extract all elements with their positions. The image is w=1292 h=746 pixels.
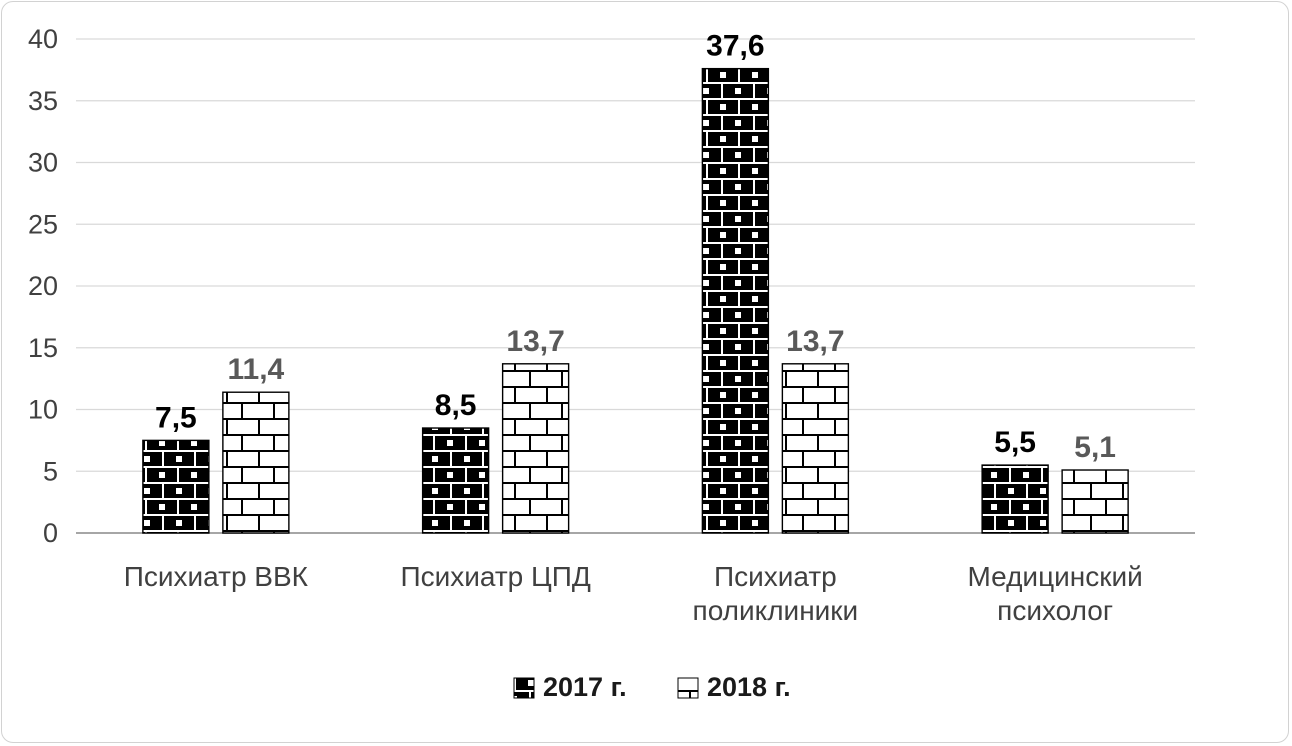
labels-layer: 7,5 8,5 37,6 5,5 11,4 13,7 13,7 5,1 Психиатр ВВК…	[124, 30, 1143, 626]
category-label: Психиатр ВВК	[124, 561, 309, 592]
y-tick-label: 35	[28, 86, 58, 116]
value-label: 13,7	[506, 325, 564, 358]
bar-series1-cat3	[701, 67, 770, 534]
legend-label: 2017 г.	[543, 672, 627, 702]
y-tick-label: 0	[43, 518, 58, 548]
y-tick-label: 40	[28, 24, 58, 54]
y-tick-label: 20	[28, 271, 58, 301]
category-label: поликлиники	[693, 595, 859, 626]
value-label: 7,5	[155, 401, 197, 434]
legend-swatch	[677, 677, 699, 699]
bars-layer	[142, 67, 1129, 534]
category-label: Психиатр ЦПД	[400, 561, 590, 592]
bar-series2-cat3	[781, 363, 850, 534]
y-tick-label: 30	[28, 148, 58, 178]
bar-series1-cat2	[421, 427, 490, 534]
y-tick-label: 10	[28, 395, 58, 425]
legend-swatch	[513, 677, 535, 699]
grid-layer: 0 5 10 15 20 25 30 35 40	[28, 24, 1195, 548]
value-label: 13,7	[786, 325, 844, 358]
y-tick-label: 25	[28, 209, 58, 239]
value-label: 5,5	[994, 426, 1036, 459]
bar-series1-cat4	[981, 464, 1049, 534]
legend-label: 2018 г.	[707, 672, 791, 702]
bar-series2-cat4	[1061, 469, 1129, 534]
category-label: Психиатр	[714, 561, 837, 592]
value-label: 5,1	[1074, 431, 1116, 464]
value-label: 11,4	[228, 353, 285, 386]
bar-series2-cat2	[501, 363, 570, 534]
value-label: 8,5	[435, 389, 477, 422]
y-tick-label: 5	[43, 456, 58, 486]
legend: 2017 г. 2018 г.	[513, 672, 791, 702]
category-label: Медицинский	[968, 561, 1143, 592]
bar-series2-cat1	[222, 391, 290, 534]
category-label: психолог	[997, 595, 1113, 626]
bar-series1-cat1	[142, 439, 210, 534]
y-tick-label: 15	[28, 333, 58, 363]
value-label: 37,6	[706, 30, 764, 63]
